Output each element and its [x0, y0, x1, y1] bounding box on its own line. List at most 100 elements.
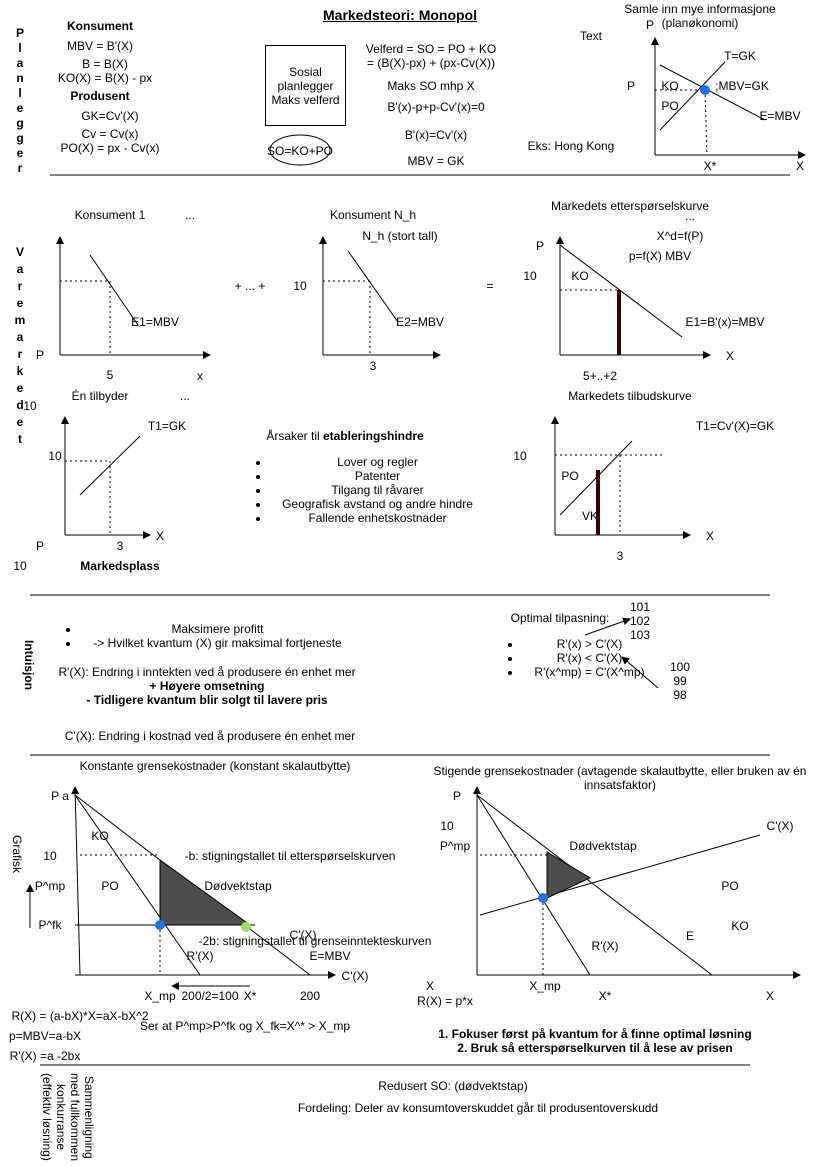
curve-label: T1=Cv'(X)=GK	[695, 419, 775, 433]
text: + Høyere omsetning	[149, 679, 265, 693]
text: Redusert SO: (dødvektstap)	[378, 1079, 528, 1093]
axis-label: X	[725, 349, 735, 363]
formula: B'(x)=Cv'(x)	[404, 128, 468, 142]
curve-label: E=MBV	[759, 109, 801, 123]
title: Markedsteori: Monopol	[322, 7, 478, 23]
formula: GK=Cv'(X)	[81, 109, 139, 123]
label: P^fk	[38, 918, 62, 932]
label: KO	[91, 829, 109, 843]
placeholder: Text	[579, 29, 603, 43]
box-line: Maks velferd	[271, 92, 340, 107]
curve-label: C'(X)	[766, 819, 794, 833]
label: KO	[571, 269, 589, 283]
curve-label: E2=MBV	[396, 315, 444, 329]
label: 10	[440, 819, 454, 833]
curve-label: T=GK	[724, 49, 756, 63]
equilibrium-dot	[700, 85, 710, 95]
curve-label: E1=MBV	[131, 315, 179, 329]
note: -2b: stigningstallet til grenseinntektes…	[198, 934, 432, 948]
label: 10	[293, 279, 307, 293]
list-item: Geografisk avstand og andre hindre	[270, 497, 485, 511]
chart-title: Stigende grensekostnader (avtagende skal…	[433, 764, 807, 792]
label: X*	[243, 989, 257, 1003]
number: 102	[629, 614, 651, 628]
chart-title: Én tilbyder	[71, 389, 129, 403]
text: R'(X): Endring i inntekten ved å produse…	[58, 665, 356, 679]
formula: B'(x)-p+p-Cv'(x)=0	[387, 100, 485, 114]
side-label: Grafisk	[10, 835, 24, 874]
axis-label: X	[155, 529, 165, 543]
label: 3	[616, 549, 624, 563]
formula: p=f(X) MBV	[628, 249, 692, 263]
axis-label: P	[535, 239, 545, 253]
heading: Konsument	[67, 19, 133, 33]
label: 10	[23, 399, 37, 413]
formula: X^d=f(P)	[656, 229, 704, 243]
axis-label: X	[765, 989, 775, 1003]
chart-title: Markedets tilbudskurve	[568, 389, 692, 403]
text: C'(X): Endring i kostnad ved å produsere…	[64, 729, 356, 743]
goal-list: Maksimere profitt -> Hvilket kvantum (X)…	[68, 622, 355, 650]
note: (planøkonomi)	[661, 16, 739, 30]
number: 101	[629, 600, 651, 614]
formula: Maks SO mhp X	[387, 79, 475, 93]
number: 99	[673, 674, 687, 688]
list-item: R'(x^mp) = C'(X^mp)	[522, 665, 657, 679]
list-item: Lover og regler	[270, 455, 485, 469]
label: ;MBV=GK	[715, 79, 769, 93]
number: 98	[673, 688, 687, 702]
label: P^mp	[439, 839, 471, 853]
operator: + ... +	[234, 279, 266, 293]
axis-label: P	[35, 348, 45, 362]
chart-title: Konsument 1	[74, 208, 146, 222]
formula: R'(X) =a -2bx	[9, 1049, 81, 1063]
condition-list: R'(x) > C'(X) R'(x) < C'(X) R'(x^mp) = C…	[510, 637, 657, 679]
label: 10	[523, 269, 537, 283]
label: P	[626, 79, 636, 93]
side-label: Planlegger	[13, 26, 27, 176]
label: 5+..+2	[582, 369, 618, 383]
axis-label: x	[197, 369, 203, 383]
label: 200	[299, 989, 321, 1003]
label: 10	[43, 849, 57, 863]
label: 10	[48, 449, 62, 463]
label: X	[425, 979, 435, 993]
box-line: Sosial	[289, 64, 322, 79]
text: - Tidligere kvantum blir solgt til laver…	[86, 693, 328, 707]
curve-label: R'(X)	[591, 939, 619, 953]
label: KO	[661, 79, 679, 93]
example: Eks: Hong Kong	[527, 139, 615, 153]
axis-label: X	[795, 159, 805, 173]
formula: MBV = B'(X)	[67, 39, 133, 53]
label: 3	[369, 359, 377, 373]
text: Fordeling: Deler av konsumtoverskuddet g…	[297, 1101, 659, 1115]
list-item: Fallende enhetskostnader	[270, 511, 485, 525]
formula: p=MBV=a-bX	[8, 1029, 82, 1043]
step: 1. Fokuser først på kvantum for å finne …	[438, 1027, 752, 1041]
equilibrium-dot	[155, 920, 165, 930]
ellipsis: ...	[184, 208, 196, 222]
list-item: Patenter	[270, 469, 485, 483]
formula: PO(X) = px - Cv(x)	[60, 141, 160, 155]
heading: Årsaker til etableringshindre	[266, 429, 423, 443]
axis-label: P a	[51, 789, 69, 803]
list-item: Maksimere profitt	[80, 622, 355, 636]
step: 2. Bruk så etterspørselkurven til å lese…	[457, 1041, 733, 1055]
label: 200/2=100	[181, 989, 239, 1003]
chart-title: Konstante grensekostnader (konstant skal…	[79, 759, 351, 773]
formula: Cv = Cv(x)	[81, 127, 139, 141]
curve-label: E1=B'(x)=MBV	[685, 315, 765, 329]
label: PO	[101, 879, 119, 893]
list-item: Tilgang til råvarer	[270, 483, 485, 497]
operator: =	[486, 279, 494, 293]
formula: Velferd = SO = PO + KO	[365, 42, 497, 56]
formula: R(X) = (a-bX)*X=aX-bX^2	[11, 1009, 149, 1023]
list-item: R'(x) > C'(X)	[522, 637, 657, 651]
label: X*	[703, 159, 717, 173]
axis-label: P	[452, 789, 462, 803]
label: Dødvektstap	[569, 839, 637, 853]
subtitle: N_h (stort tall)	[362, 229, 438, 243]
label: PO	[561, 469, 579, 483]
label: X*	[598, 989, 612, 1003]
